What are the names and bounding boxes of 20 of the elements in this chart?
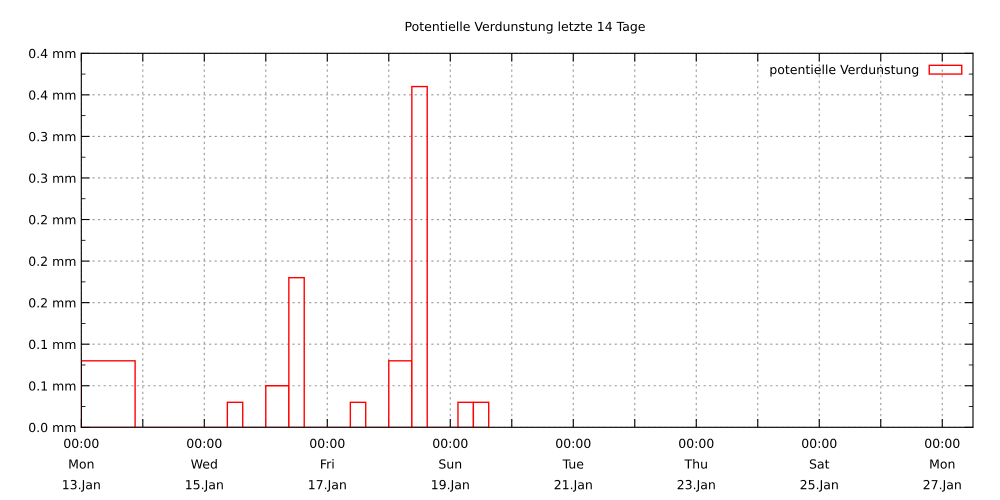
y-tick-label: 0.4 mm	[29, 48, 76, 58]
y-tick-label: 0.4 mm	[29, 90, 76, 100]
y-tick-label: 0.2 mm	[29, 298, 76, 308]
y-tick-label: 0.2 mm	[29, 214, 76, 224]
y-tick-label: 0.3 mm	[29, 173, 76, 183]
x-tick-label: 00:00 Sun 19.Jan	[432, 438, 469, 492]
y-tick-label: 0.2 mm	[29, 256, 76, 266]
x-tick-label: 00:00 Fri 17.Jan	[309, 438, 346, 492]
y-tick-label: 0.1 mm	[29, 381, 76, 391]
x-tick-label: 00:00 Mon 13.Jan	[63, 438, 100, 492]
x-tick-label: 00:00 Sat 25.Jan	[800, 438, 838, 492]
x-tick-label: 00:00 Thu 23.Jan	[678, 438, 715, 492]
x-tick-label: 00:00 Tue 21.Jan	[554, 438, 592, 492]
y-tick-label: 0.3 mm	[29, 132, 76, 142]
x-tick-label: 00:00 Mon 27.Jan	[924, 438, 961, 492]
y-tick-label: 0.1 mm	[29, 340, 76, 350]
x-tick-label: 00:00 Wed 15.Jan	[186, 438, 223, 492]
y-tick-label: 0.0 mm	[29, 422, 76, 432]
legend-label: potentielle Verdunstung	[770, 64, 918, 77]
chart-title: Potentielle Verdunstung letzte 14 Tage	[406, 21, 645, 34]
